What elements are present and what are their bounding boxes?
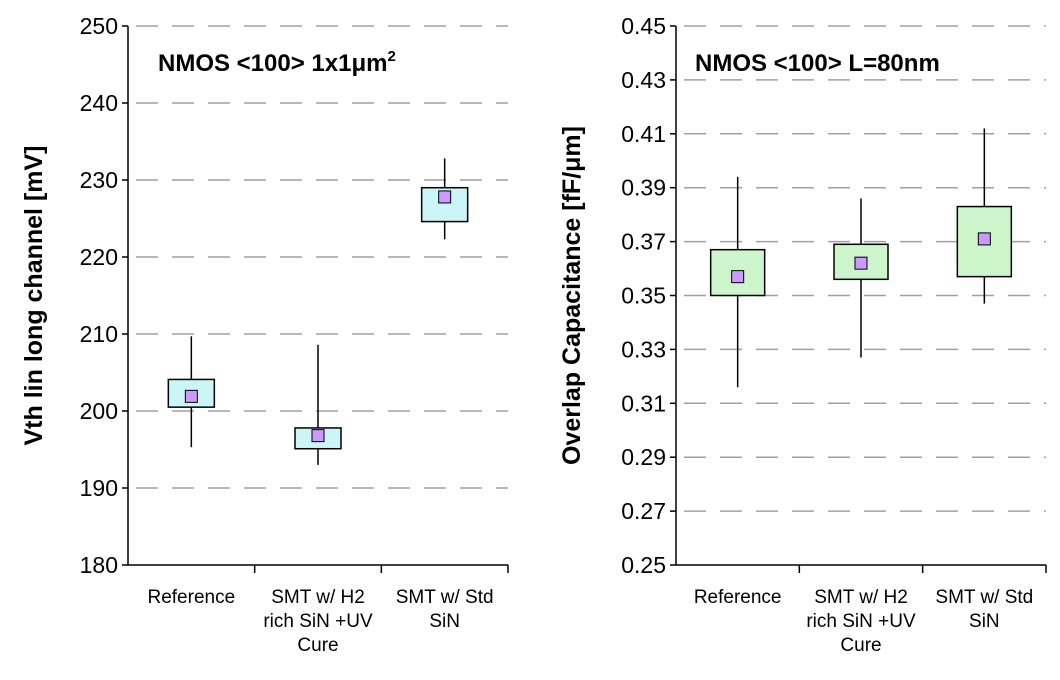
y-tick-label: 230 bbox=[80, 167, 118, 193]
x-category-label: SiN bbox=[969, 611, 1000, 632]
x-category-label: Reference bbox=[147, 587, 235, 608]
y-tick-label: 0.41 bbox=[621, 121, 666, 147]
x-category-label: Reference bbox=[694, 587, 782, 608]
median-marker bbox=[977, 232, 991, 246]
chart-title: NMOS <100> L=80nm bbox=[695, 50, 940, 77]
y-tick-label: 180 bbox=[80, 552, 118, 578]
y-tick-label: 200 bbox=[80, 398, 118, 424]
y-tick-label: 0.29 bbox=[621, 444, 666, 470]
y-tick-label: 240 bbox=[80, 90, 118, 116]
chart-panel-1: 180 190 200 210 220 230 240 250 Vth lin long cha… bbox=[20, 13, 509, 656]
x-category-label: Cure bbox=[840, 635, 881, 656]
y-tick-label: 0.39 bbox=[621, 175, 666, 201]
y-axis-label: Overlap Capacitance [fF/μm] bbox=[558, 126, 586, 465]
y-tick-label: 190 bbox=[80, 475, 118, 501]
x-category-label: Cure bbox=[297, 635, 338, 656]
y-tick-label: 250 bbox=[80, 13, 118, 39]
y-tick-label: 0.35 bbox=[621, 283, 666, 309]
chart-title-superscript: 2 bbox=[387, 48, 395, 65]
chart-title-text: NMOS <100> 1x1μm bbox=[158, 50, 387, 77]
y-tick-label: 220 bbox=[80, 244, 118, 270]
median-marker bbox=[854, 256, 868, 270]
y-tick-label: 0.31 bbox=[621, 390, 666, 416]
chart-panel-2: 0.25 0.27 0.29 0.31 0.33 0.35 0.37 0.39 0.41 0.43… bbox=[558, 13, 1047, 656]
x-category-label: SMT w/ H2 bbox=[814, 587, 908, 608]
box-3 bbox=[420, 158, 469, 240]
median-marker bbox=[731, 270, 745, 284]
y-tick-label: 0.25 bbox=[621, 552, 666, 578]
y-tick-label: 0.43 bbox=[621, 67, 666, 93]
x-category-label: SiN bbox=[429, 611, 460, 632]
y-axis-label: Vth lin long channel [mV] bbox=[20, 146, 48, 446]
box-2 bbox=[833, 198, 889, 358]
box-3 bbox=[956, 128, 1013, 304]
median-marker bbox=[438, 190, 452, 204]
y-tick-label: 0.37 bbox=[621, 229, 666, 255]
box-1 bbox=[167, 336, 216, 448]
box-2 bbox=[294, 344, 342, 465]
median-marker bbox=[311, 429, 325, 443]
x-category-label: rich SiN +UV bbox=[806, 611, 916, 632]
y-tick-label: 0.45 bbox=[621, 13, 666, 39]
x-category-label: SMT w/ Std bbox=[935, 587, 1033, 608]
y-tick-label: 0.27 bbox=[621, 498, 666, 524]
x-category-label: SMT w/ Std bbox=[396, 587, 494, 608]
median-marker bbox=[184, 389, 198, 403]
chart-title: NMOS <100> 1x1μm2 bbox=[158, 48, 396, 77]
box-1 bbox=[709, 176, 766, 388]
chart-title-text: NMOS <100> L=80nm bbox=[695, 50, 940, 77]
x-category-label: rich SiN +UV bbox=[263, 611, 373, 632]
y-tick-label: 210 bbox=[80, 321, 118, 347]
x-category-label: SMT w/ H2 bbox=[271, 587, 365, 608]
y-tick-label: 0.33 bbox=[621, 336, 666, 362]
